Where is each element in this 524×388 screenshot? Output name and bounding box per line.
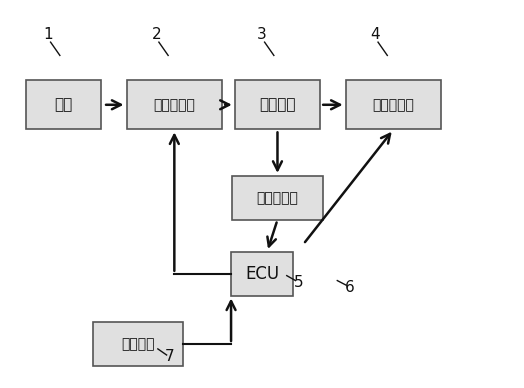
- Bar: [232, 176, 323, 220]
- Text: 目标气室: 目标气室: [259, 97, 296, 112]
- Bar: [346, 80, 441, 130]
- Bar: [231, 252, 293, 296]
- Text: 放气电磁阀: 放气电磁阀: [373, 98, 414, 112]
- Text: 5: 5: [294, 275, 304, 289]
- Bar: [235, 80, 320, 130]
- Text: 1: 1: [43, 27, 53, 42]
- Text: 3: 3: [257, 27, 267, 42]
- Text: 4: 4: [370, 27, 380, 42]
- Text: 2: 2: [151, 27, 161, 42]
- Text: 6: 6: [345, 279, 355, 294]
- Text: 气压传感器: 气压传感器: [257, 191, 298, 205]
- Bar: [127, 80, 222, 130]
- Bar: [93, 322, 183, 366]
- Text: 7: 7: [165, 349, 174, 364]
- Text: ECU: ECU: [245, 265, 279, 283]
- Bar: [26, 80, 101, 130]
- Text: 充气电磁阀: 充气电磁阀: [154, 98, 195, 112]
- Text: 气源: 气源: [54, 97, 73, 112]
- Text: 使能键盘: 使能键盘: [122, 337, 155, 351]
